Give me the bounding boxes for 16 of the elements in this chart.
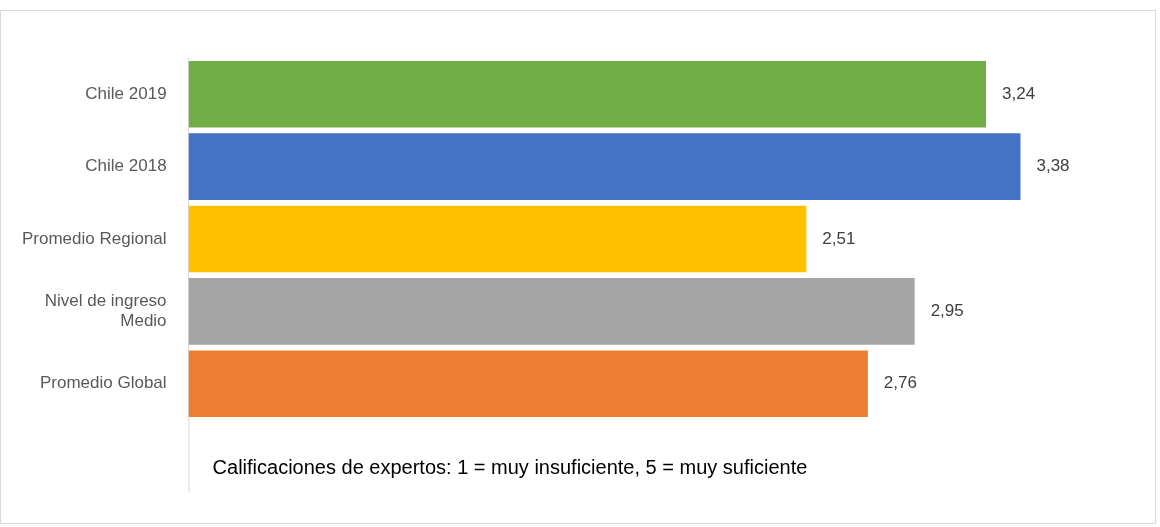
bar: [188, 205, 807, 273]
data-label: 2,76: [883, 373, 917, 393]
y-tick-label: Promedio Regional: [21, 228, 167, 248]
bar: [188, 60, 987, 128]
data-label: 3,24: [1002, 83, 1036, 103]
bar: [188, 350, 868, 418]
y-tick-label: Promedio Global: [39, 373, 167, 393]
bar: [188, 133, 1021, 200]
y-tick-label: Chile 2018: [85, 156, 167, 176]
y-tick-label: Chile 2019: [85, 83, 167, 103]
data-label: 3,38: [1036, 156, 1070, 176]
data-label: 2,51: [822, 228, 856, 248]
y-tick-label: Nivel de ingreso Medio: [44, 290, 167, 331]
data-label: 2,95: [930, 301, 964, 321]
bar: [188, 278, 915, 345]
text: Calificaciones de expertos: 1 = muy insuficiente, 5 = muy suficiente: [212, 455, 808, 478]
